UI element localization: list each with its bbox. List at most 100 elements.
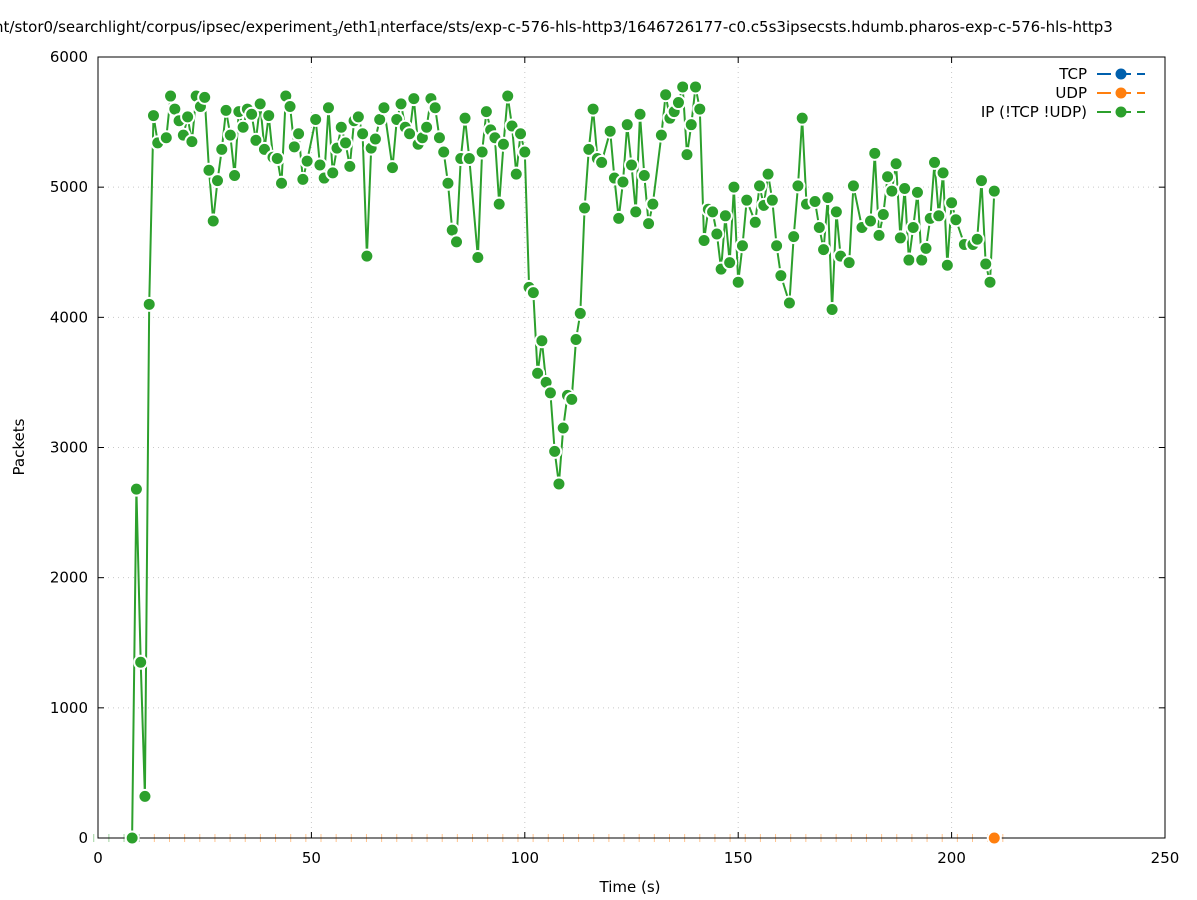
y-tick-label: 2000 <box>50 569 88 587</box>
data-point <box>218 102 234 118</box>
data-point <box>585 101 601 117</box>
data-point <box>222 127 238 143</box>
data-point <box>235 119 251 135</box>
data-point <box>739 192 755 208</box>
data-point <box>636 167 652 183</box>
data-point <box>274 175 290 191</box>
data-point <box>909 184 925 200</box>
data-point <box>845 178 861 194</box>
data-point <box>688 79 704 95</box>
data-point <box>355 126 371 142</box>
data-point <box>551 476 567 492</box>
data-point <box>828 204 844 220</box>
data-point <box>871 227 887 243</box>
data-point <box>734 238 750 254</box>
data-point <box>342 158 358 174</box>
data-point <box>359 248 375 264</box>
data-point <box>632 106 648 122</box>
data-point <box>197 89 213 105</box>
x-tick-label: 200 <box>937 849 966 867</box>
legend-marker <box>1115 87 1127 99</box>
legend-label: UDP <box>1055 84 1087 102</box>
data-point <box>513 126 529 142</box>
data-point <box>982 274 998 290</box>
data-point <box>884 183 900 199</box>
data-point <box>730 274 746 290</box>
data-point <box>431 130 447 146</box>
data-point <box>897 180 913 196</box>
data-point <box>820 190 836 206</box>
legend-marker <box>1115 106 1127 118</box>
data-point <box>333 119 349 135</box>
data-point <box>141 296 157 312</box>
data-point <box>440 175 456 191</box>
data-point <box>470 249 486 265</box>
data-point <box>286 139 302 155</box>
data-point <box>124 830 140 846</box>
data-point <box>163 88 179 104</box>
data-point <box>308 111 324 127</box>
series-layer <box>124 79 1002 846</box>
data-point <box>867 145 883 161</box>
data-point <box>717 208 733 224</box>
data-point <box>986 183 1002 199</box>
y-tick-label: 0 <box>78 829 88 847</box>
data-point <box>747 214 763 230</box>
data-point <box>478 104 494 120</box>
data-point <box>210 173 226 189</box>
data-point <box>137 788 153 804</box>
data-point <box>449 234 465 250</box>
data-point <box>973 173 989 189</box>
data-point <box>905 220 921 236</box>
data-point <box>722 255 738 271</box>
chart-title: nt/stor0/searchlight/corpus/ipsec/experi… <box>0 18 1113 39</box>
data-point <box>291 126 307 142</box>
data-point <box>495 136 511 152</box>
data-point <box>645 196 661 212</box>
data-point <box>875 207 891 223</box>
data-point <box>658 87 674 103</box>
data-point <box>935 165 951 181</box>
data-point <box>781 295 797 311</box>
data-point <box>670 95 686 111</box>
data-point <box>282 98 298 114</box>
data-point <box>457 110 473 126</box>
data-point <box>773 268 789 284</box>
data-point <box>888 156 904 172</box>
data-point <box>752 178 768 194</box>
y-tick-label: 1000 <box>50 699 88 717</box>
data-point <box>948 212 964 228</box>
data-point <box>320 100 336 116</box>
data-point <box>927 154 943 170</box>
data-point <box>892 230 908 246</box>
y-tick-label: 3000 <box>50 439 88 457</box>
data-point <box>261 108 277 124</box>
title-subscript: 3 <box>331 28 339 39</box>
data-point <box>790 178 806 194</box>
data-point <box>918 240 934 256</box>
data-point <box>939 257 955 273</box>
title-part: /eth1 <box>338 18 378 36</box>
y-tick-label: 5000 <box>50 178 88 196</box>
data-point <box>624 157 639 173</box>
legend-marker <box>1115 68 1127 80</box>
data-point <box>807 193 823 209</box>
data-point <box>786 229 802 245</box>
data-point <box>542 385 558 401</box>
data-point <box>201 162 217 178</box>
data-point <box>794 110 810 126</box>
data-point <box>764 192 780 208</box>
data-point <box>555 420 571 436</box>
x-axis-label: Time (s) <box>599 878 661 896</box>
data-point <box>419 119 435 135</box>
data-point <box>709 226 725 242</box>
data-point <box>145 108 161 124</box>
data-point <box>534 333 550 349</box>
data-point <box>436 144 452 160</box>
data-point <box>517 144 533 160</box>
data-point <box>760 166 776 182</box>
x-tick-label: 150 <box>724 849 753 867</box>
data-point <box>978 256 994 272</box>
data-point <box>969 231 985 247</box>
data-point <box>816 242 832 258</box>
